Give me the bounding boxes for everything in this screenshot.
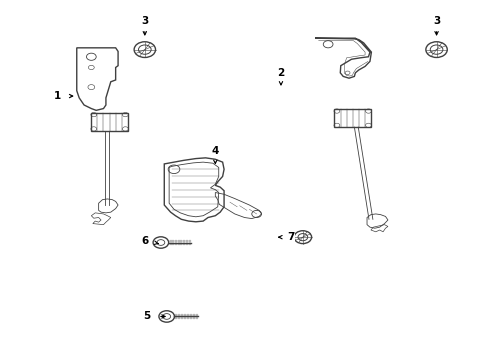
Text: 2: 2 (277, 68, 284, 78)
Text: 3: 3 (432, 16, 439, 26)
Text: 4: 4 (211, 147, 219, 157)
Bar (91, 113, 127, 131)
Text: 5: 5 (143, 311, 151, 321)
Text: 6: 6 (141, 236, 148, 246)
Bar (334, 109, 370, 127)
Text: 3: 3 (141, 16, 148, 26)
Text: 1: 1 (54, 91, 61, 101)
Text: 7: 7 (286, 232, 294, 242)
